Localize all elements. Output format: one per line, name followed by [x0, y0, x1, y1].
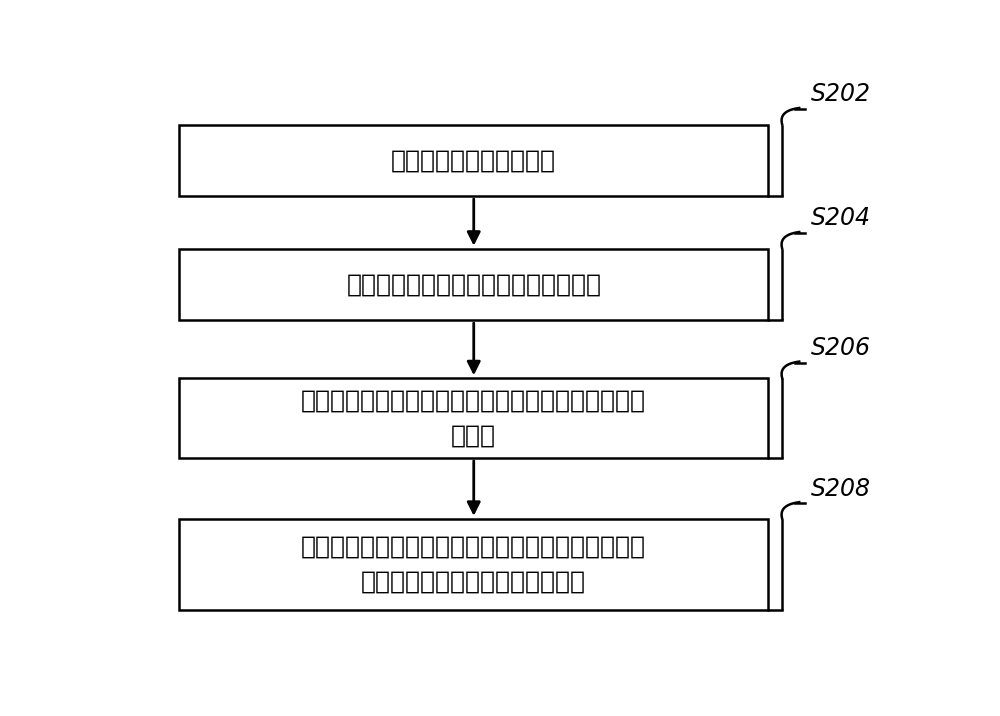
Bar: [179, 248, 768, 320]
Bar: [179, 518, 768, 610]
Text: 全自动机场接收到任务指令和环境信息: 全自动机场接收到任务指令和环境信息: [346, 272, 601, 296]
Text: S208: S208: [811, 477, 871, 500]
Text: 全自动机场处于待机状态: 全自动机场处于待机状态: [391, 148, 556, 173]
Text: 全自动机场根据本次任务所耗费电量查询全自动机场
电池仓内满足本次任务的目标电池: 全自动机场根据本次任务所耗费电量查询全自动机场 电池仓内满足本次任务的目标电池: [301, 534, 646, 594]
Bar: [179, 125, 768, 196]
Text: S202: S202: [811, 82, 871, 106]
Text: S204: S204: [811, 206, 871, 231]
Text: 全自动机场根据任务信息和环境信息估计本次任务所
需电量: 全自动机场根据任务信息和环境信息估计本次任务所 需电量: [301, 388, 646, 448]
Text: S206: S206: [811, 336, 871, 360]
Bar: [179, 378, 768, 458]
